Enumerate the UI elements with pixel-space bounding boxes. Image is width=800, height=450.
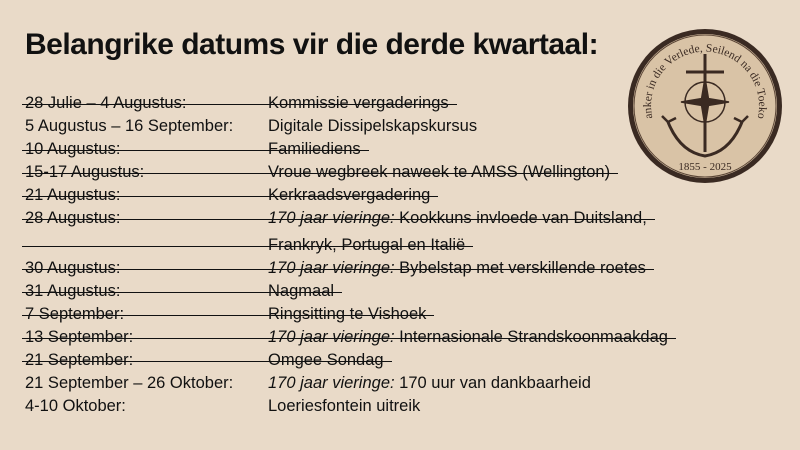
event-date: 15-17 Augustus: [25, 163, 145, 181]
date-row: 21 September – 26 Oktober: 170 jaar vieri… [22, 372, 599, 395]
event-date: 21 September – 26 Oktober: [25, 374, 234, 392]
dates-list: 28 Julie – 4 Augustus: Kommissie vergader… [22, 92, 676, 418]
event-description: Kerkraadsvergadering [268, 184, 430, 207]
event-date: 30 Augustus: [25, 259, 121, 277]
event-date: 10 Augustus: [25, 140, 121, 158]
event-date: 7 September: [25, 305, 125, 323]
event-description: Frankryk, Portugal en Italië [268, 230, 465, 257]
date-row: 13 September: 170 jaar vieringe: Internas… [22, 326, 676, 349]
slide-title: Belangrike datums vir die derde kwartaal… [25, 28, 599, 61]
date-row: Frankryk, Portugal en Italië [22, 230, 474, 257]
event-prefix: 170 jaar vieringe: [268, 374, 395, 392]
event-text: Digitale Dissipelskapskursus [268, 117, 478, 135]
anniversary-anchor-logo: Geanker in die Verlede, Seilend na die T… [624, 24, 782, 183]
event-description: Familiediens [268, 138, 361, 161]
event-description: Ringsitting te Vishoek [268, 303, 426, 326]
date-row: 21 Augustus: Kerkraadsvergadering [22, 184, 439, 207]
event-prefix: 170 jaar vieringe: [268, 259, 395, 277]
event-date: 28 Augustus: [25, 209, 121, 227]
event-text: Familiediens [268, 140, 361, 158]
event-text: Ringsitting te Vishoek [268, 305, 427, 323]
event-text: Kommissie vergaderings [268, 94, 449, 112]
event-text: Loeriesfontein uitreik [268, 397, 421, 415]
date-row: 5 Augustus – 16 September: Digitale Dissi… [22, 115, 485, 138]
event-text: Kerkraadsvergadering [268, 186, 431, 204]
event-description: 170 jaar vieringe: 170 uur van dankbaarh… [268, 372, 591, 395]
event-text: Vroue wegbreek naweek te AMSS (Wellingto… [268, 163, 611, 181]
event-date: 21 Augustus: [25, 186, 121, 204]
event-date: 4-10 Oktober: [25, 397, 126, 415]
date-row: 28 Julie – 4 Augustus: Kommissie vergader… [22, 92, 457, 115]
event-date: 5 Augustus – 16 September: [25, 117, 234, 135]
date-row: 4-10 Oktober: Loeriesfontein uitreik [22, 395, 428, 418]
event-description: Omgee Sondag [268, 349, 384, 372]
event-text: Frankryk, Portugal en Italië [268, 236, 466, 254]
event-description: Loeriesfontein uitreik [268, 395, 420, 418]
event-prefix: 170 jaar vieringe: [268, 328, 395, 346]
date-row: 15-17 Augustus: Vroue wegbreek naweek te … [22, 161, 619, 184]
event-text: 170 uur van dankbaarheid [394, 374, 591, 392]
event-date: 28 Julie – 4 Augustus: [25, 94, 187, 112]
date-row: 7 September: Ringsitting te Vishoek [22, 303, 435, 326]
date-row: 21 September: Omgee Sondag [22, 349, 392, 372]
event-text: Nagmaal [268, 282, 335, 300]
compass-rose-icon [680, 77, 730, 127]
event-text: Bybelstap met verskillende roetes [394, 259, 646, 277]
event-description: 170 jaar vieringe: Internasionale Strand… [268, 326, 668, 349]
event-description: Vroue wegbreek naweek te AMSS (Wellingto… [268, 161, 610, 184]
event-date: 31 Augustus: [25, 282, 121, 300]
event-date: 21 September: [25, 351, 134, 369]
event-date: 13 September: [25, 328, 134, 346]
event-description: Kommissie vergaderings [268, 92, 449, 115]
event-description: 170 jaar vieringe: Kookkuns invloede van… [268, 207, 647, 230]
event-prefix: 170 jaar vieringe: [268, 209, 395, 227]
date-row: 28 Augustus: 170 jaar vieringe: Kookkuns … [22, 207, 655, 230]
date-row: 31 Augustus: Nagmaal [22, 280, 343, 303]
event-text: Kookkuns invloede van Duitsland, [394, 209, 647, 227]
event-description: Digitale Dissipelskapskursus [268, 115, 477, 138]
event-description: Nagmaal [268, 280, 334, 303]
logo-years: 1855 - 2025 [678, 161, 732, 173]
date-row: 30 Augustus: 170 jaar vieringe: Bybelstap… [22, 257, 654, 280]
event-description: 170 jaar vieringe: Bybelstap met verskil… [268, 257, 646, 280]
event-text: Omgee Sondag [268, 351, 384, 369]
event-text: Internasionale Strandskoonmaakdag [394, 328, 668, 346]
date-row: 10 Augustus: Familiediens [22, 138, 369, 161]
